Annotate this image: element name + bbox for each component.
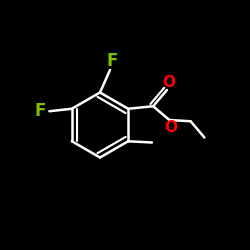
Text: O: O [164,120,177,135]
Text: F: F [107,52,118,70]
Text: F: F [35,102,46,120]
Text: O: O [162,75,175,90]
